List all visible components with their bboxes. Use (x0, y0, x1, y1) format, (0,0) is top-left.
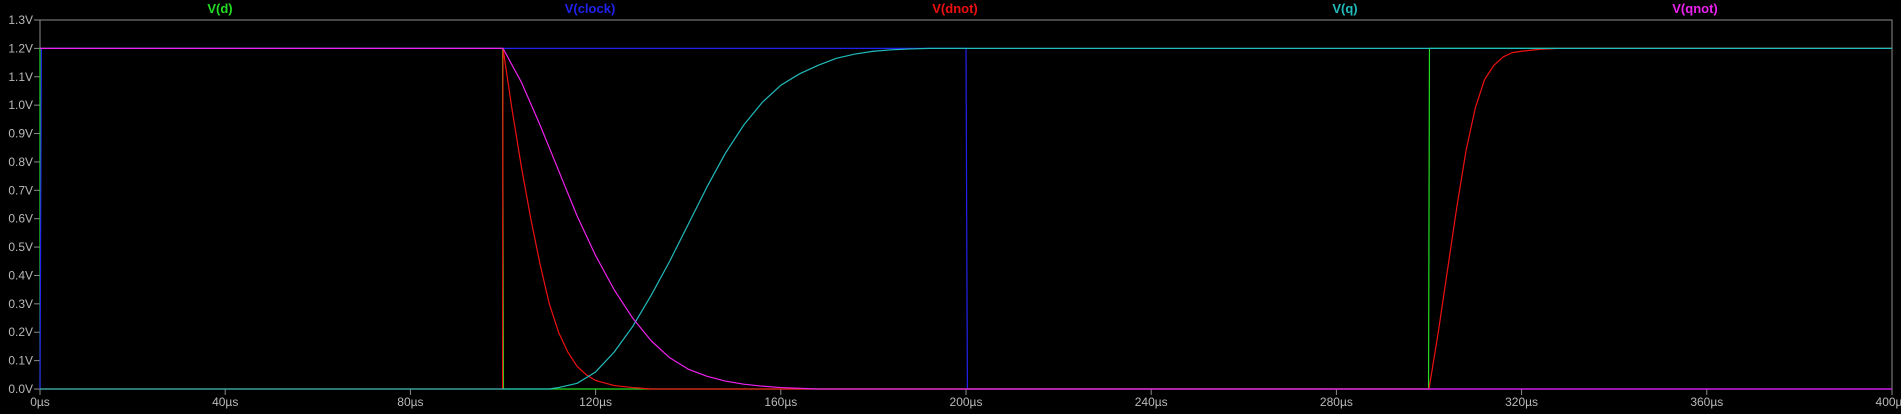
series-traces (39, 47, 1892, 390)
y-tick-label: 1.3V (8, 13, 33, 27)
x-axis: 0µs 40µs 80µs 120µs 160µs 200µs 240µs 280µs 320µ… (30, 389, 1901, 409)
series-line-v-qnot (40, 47, 1892, 390)
x-tick-label: 320µs (1505, 395, 1538, 409)
y-tick-label: 0.2V (8, 325, 33, 339)
x-tick-label: 280µs (1320, 395, 1353, 409)
legend-entry[interactable]: V(q) (1332, 1, 1357, 16)
legend: V(d) V(clock) V(dnot) V(q) V(qnot) (207, 1, 1717, 16)
legend-entry[interactable]: V(qnot) (1672, 1, 1717, 16)
x-tick-label: 200µs (950, 395, 983, 409)
legend-entry[interactable]: V(dnot) (932, 1, 977, 16)
x-tick-label: 360µs (1690, 395, 1723, 409)
x-tick-label: 240µs (1135, 395, 1168, 409)
x-tick-label: 40µs (212, 395, 238, 409)
legend-entry[interactable]: V(d) (207, 1, 232, 16)
y-tick-label: 0.3V (8, 297, 33, 311)
y-axis: 0.0V 0.1V 0.2V 0.3V 0.4V 0.5V 0.6V 0.7V 0.8V 0.9V… (8, 13, 40, 396)
y-tick-label: 0.4V (8, 268, 33, 282)
legend-entry[interactable]: V(clock) (565, 1, 616, 16)
y-tick-label: 0.9V (8, 127, 33, 141)
y-tick-label: 1.1V (8, 70, 33, 84)
y-tick-label: 0.0V (8, 382, 33, 396)
y-tick-label: 0.8V (8, 155, 33, 169)
y-tick-label: 1.2V (8, 41, 33, 55)
x-tick-label: 120µs (579, 395, 612, 409)
x-tick-label: 80µs (397, 395, 423, 409)
y-tick-label: 1.0V (8, 98, 33, 112)
x-tick-label: 160µs (764, 395, 797, 409)
x-tick-label: 0µs (30, 395, 50, 409)
y-tick-label: 0.6V (8, 212, 33, 226)
y-tick-label: 0.7V (8, 183, 33, 197)
y-tick-label: 0.1V (8, 354, 33, 368)
x-tick-label: 400µs (1876, 395, 1901, 409)
series-line-v-q (40, 47, 1892, 390)
y-tick-label: 0.5V (8, 240, 33, 254)
